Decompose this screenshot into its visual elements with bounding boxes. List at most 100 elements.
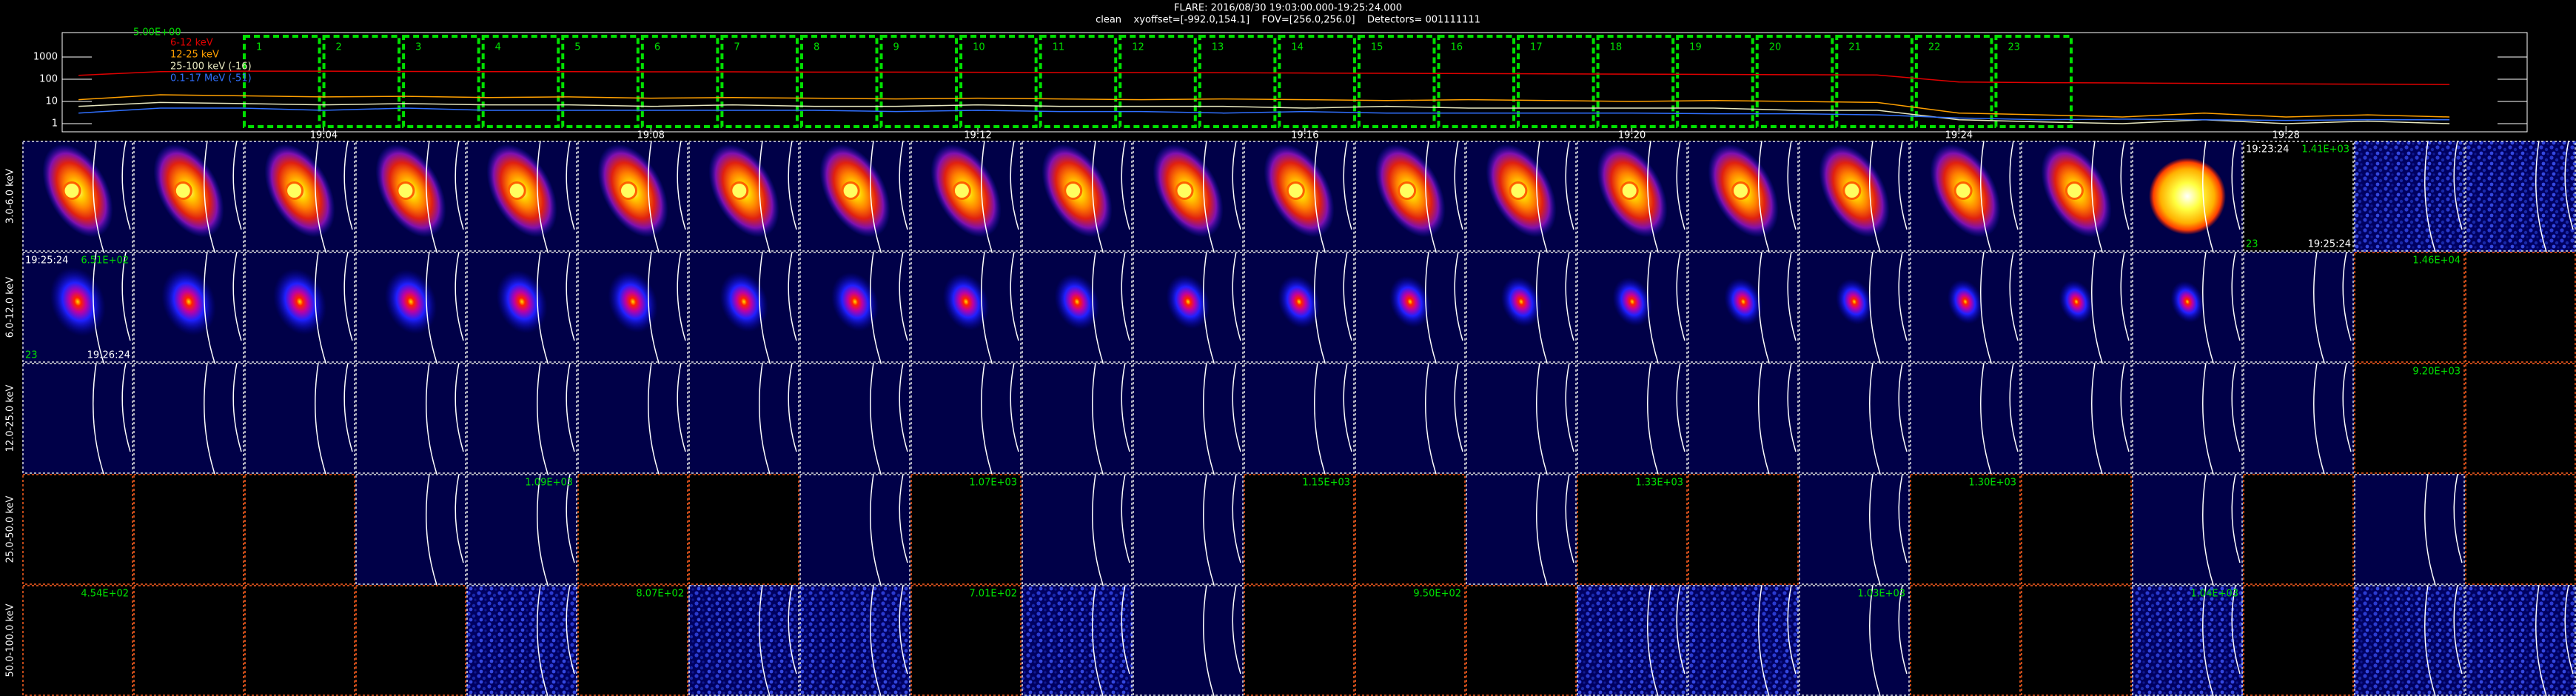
panel-bg: [1355, 585, 1466, 696]
limb: [1565, 473, 1574, 563]
subtitle: clean xyoffset=[-992.0,154.1] FOV=[256.0…: [1096, 15, 1480, 26]
image-panel: [1022, 251, 1133, 364]
flux-label: 1.30E+03: [1968, 478, 2016, 489]
image-panel: [688, 140, 799, 252]
panel-bg: [133, 585, 244, 696]
limb: [1343, 362, 1352, 452]
panel-frame: [1244, 252, 1355, 363]
image-panel: [1133, 140, 1244, 252]
panel-frame: [1244, 141, 1355, 252]
panel-bg: [2465, 585, 2576, 696]
limb: [648, 362, 660, 475]
panel-frame: [466, 363, 577, 474]
panel-bg: [1688, 585, 1799, 696]
image-panel: [355, 362, 466, 475]
panel-bg: [577, 474, 688, 585]
interval-label: 23: [2008, 42, 2020, 53]
panel-bg: [1799, 474, 1910, 585]
panel-frame: [22, 252, 133, 363]
interval-label: 20: [1769, 42, 1782, 53]
panel-frame: [799, 363, 910, 474]
image-panel: [1910, 140, 2021, 252]
image-panel: [1133, 251, 1244, 364]
limb: [788, 584, 797, 675]
image-panel: [22, 140, 133, 252]
limb: [1869, 140, 1881, 252]
panel-frame: [2021, 141, 2132, 252]
interval-box: [1517, 35, 1595, 128]
panel-frame: [1688, 585, 1799, 696]
limb: [677, 251, 686, 341]
source-peak: [1398, 181, 1417, 200]
flux-label: 1.03E+03: [1857, 589, 1905, 600]
source-peak: [173, 181, 192, 200]
image-panel: [1022, 473, 1133, 586]
time-start: 19:25:24: [25, 255, 68, 267]
image-panel: [2243, 251, 2354, 364]
interval-label: 16: [1450, 42, 1463, 53]
panel-bg: [466, 363, 577, 474]
panel-frame: [2354, 363, 2465, 474]
limb: [537, 584, 549, 696]
panel-frame: [1355, 363, 1466, 474]
panel-frame: [133, 585, 244, 696]
interval-label: 3: [415, 42, 421, 53]
limb: [899, 584, 908, 675]
source-blob: [50, 267, 106, 337]
panel-frame: [1688, 474, 1799, 585]
source-blob: [1724, 278, 1762, 326]
source-blob: [720, 271, 768, 332]
panel-frame: [1577, 585, 1688, 696]
interval-box: [242, 35, 321, 128]
limb: [1898, 140, 1908, 230]
image-panel: [2021, 251, 2132, 364]
y-tick-label: 1000: [33, 52, 58, 63]
image-panel: [2354, 473, 2465, 586]
image-panel: [577, 362, 688, 475]
limb: [343, 251, 353, 341]
limb: [1010, 251, 1019, 341]
image-panel: [466, 251, 577, 364]
panel-frame: [577, 252, 688, 363]
panel-frame: [1910, 585, 2021, 696]
panel-bg: [1910, 363, 2021, 474]
limb: [648, 140, 660, 252]
image-panel: [355, 140, 466, 252]
source-peak: [1509, 181, 1528, 200]
limb: [899, 251, 908, 341]
image-panel: 4.54E+02: [22, 585, 133, 696]
source-peak: [285, 181, 304, 200]
limb: [1647, 251, 1659, 364]
image-panel: [1799, 362, 1910, 475]
interval-box: [561, 35, 640, 128]
lightcurve-frame: [61, 32, 2528, 133]
panel-frame: [355, 474, 466, 585]
flux-label: 1.41E+03: [2301, 144, 2349, 155]
panel-bg: [1022, 363, 1133, 474]
limb: [1232, 362, 1241, 452]
panel-frame: [466, 585, 577, 696]
panel-bg: [1688, 363, 1799, 474]
interval-label: 9: [893, 42, 899, 53]
source-blob: [272, 268, 327, 335]
panel-frame: [577, 474, 688, 585]
limb: [2231, 140, 2241, 230]
limb: [1121, 584, 1130, 675]
panel-frame: [1577, 252, 1688, 363]
source-blob: [2059, 280, 2094, 324]
image-panel: [1355, 362, 1466, 475]
panel-frame: [688, 141, 799, 252]
limb: [343, 362, 353, 452]
panel-bg: [22, 474, 133, 585]
limb: [537, 473, 549, 586]
image-panel: [133, 251, 244, 364]
limb: [2202, 140, 2214, 252]
image-panel: [799, 473, 910, 586]
interval-number: 23: [25, 350, 38, 361]
panel-frame: [910, 585, 1022, 696]
limb: [426, 140, 437, 252]
limb: [2091, 362, 2103, 475]
limb: [1425, 140, 1437, 252]
time-end: 19:25:24: [2308, 239, 2351, 250]
image-panel: [688, 474, 799, 585]
